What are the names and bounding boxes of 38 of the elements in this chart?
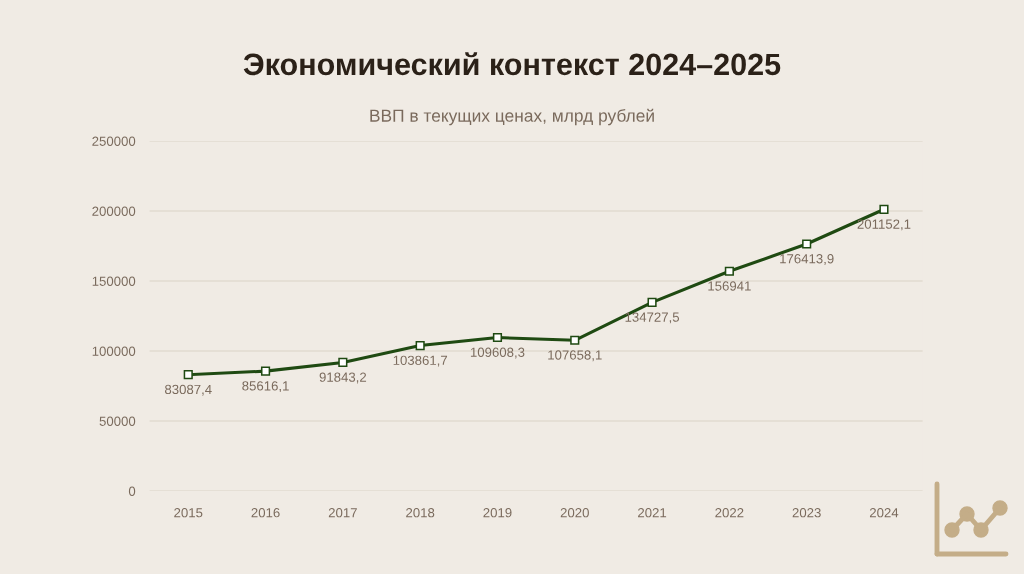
data-label: 176413,9	[780, 254, 834, 265]
x-tick-label: 2023	[792, 508, 821, 518]
data-label: 107658,1	[548, 350, 602, 362]
x-tick-label: 2021	[638, 508, 667, 518]
x-tick-label: 2022	[715, 508, 744, 518]
data-label: 109608,3	[470, 347, 525, 359]
point	[415, 340, 425, 351]
point	[724, 266, 734, 276]
x-tick-label: 2015	[174, 508, 203, 518]
data-label: 91843,2	[319, 372, 367, 384]
point	[183, 370, 193, 380]
y-tick-label: 250000	[92, 136, 136, 146]
data-label: 85616,1	[242, 381, 289, 393]
point	[879, 204, 889, 214]
point	[492, 332, 503, 343]
x-tick-label: 2018	[406, 508, 435, 518]
chart-subtitle: ВВП в текущих ценах, млрд рублей	[370, 108, 654, 126]
chart-title: Экономический контекст 2024–2025	[243, 52, 781, 76]
y-tick-label: 50000	[99, 416, 136, 426]
x-tick-label: 2017	[328, 508, 357, 518]
y-tick-label: 150000	[92, 276, 136, 286]
data-label: 83087,4	[164, 384, 212, 396]
x-tick-label: 2016	[251, 508, 280, 518]
y-tick-label: 200000	[92, 206, 136, 216]
point	[570, 335, 580, 345]
point	[260, 366, 271, 376]
x-tick-label: 2020	[560, 508, 589, 518]
data-label: 134727,5	[625, 312, 680, 324]
point	[338, 357, 348, 367]
y-tick-label: 100000	[92, 346, 136, 356]
data-label: 103861,7	[393, 355, 448, 367]
point	[647, 297, 657, 307]
x-tick-label: 2019	[483, 508, 512, 518]
data-label: 201152,1	[857, 219, 911, 231]
x-tick-label: 2024	[869, 508, 899, 518]
point	[802, 239, 812, 249]
y-tick-label: 0	[128, 486, 136, 496]
data-label: 156941	[708, 281, 751, 291]
